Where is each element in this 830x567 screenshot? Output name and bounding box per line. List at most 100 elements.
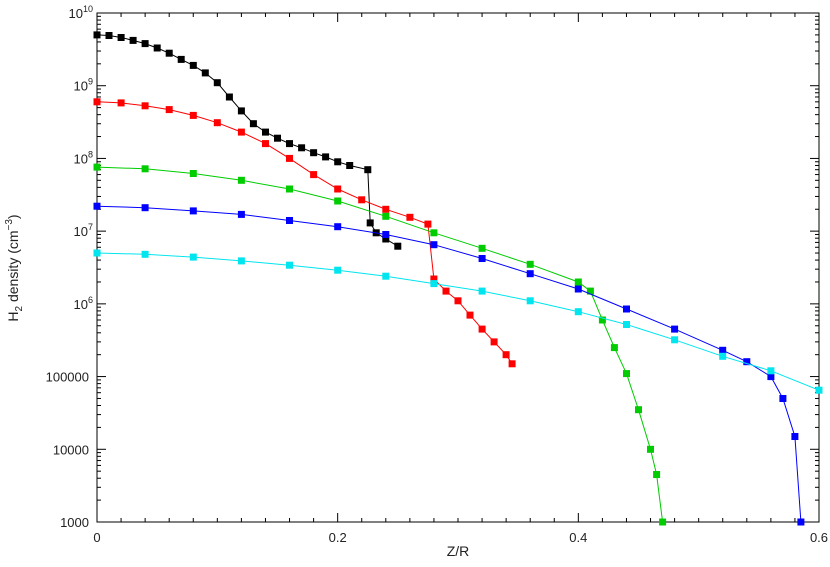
data-point — [189, 170, 197, 177]
data-point — [189, 111, 197, 119]
data-point — [165, 49, 173, 57]
data-point — [189, 61, 197, 69]
data-point — [237, 176, 245, 184]
data-point — [815, 386, 823, 394]
data-point — [141, 102, 149, 110]
data-point — [237, 107, 245, 115]
data-point — [286, 140, 293, 148]
x-tick-label: 0.2 — [329, 530, 347, 545]
data-point — [779, 395, 787, 402]
data-point — [298, 144, 306, 152]
data-point — [430, 280, 438, 288]
data-point — [129, 36, 137, 44]
y-tick-label: 107 — [74, 222, 93, 239]
data-point — [478, 325, 486, 333]
data-point — [334, 266, 342, 274]
y-tick-label: 1000 — [60, 515, 89, 530]
data-point — [478, 244, 486, 252]
data-point — [382, 212, 390, 220]
data-point — [237, 128, 245, 136]
data-point — [117, 34, 125, 41]
data-point — [93, 163, 101, 171]
data-point — [767, 367, 775, 375]
data-point — [671, 336, 679, 344]
plot-frame — [96, 12, 820, 523]
data-point — [262, 128, 269, 136]
data-point — [797, 518, 805, 526]
data-point — [310, 171, 318, 179]
y-axis-title-suffix: ) — [5, 214, 21, 219]
data-point — [93, 249, 101, 257]
y-tick-label: 109 — [74, 77, 93, 94]
data-point — [364, 166, 372, 174]
data-point — [105, 32, 113, 39]
data-point — [430, 275, 438, 283]
data-point — [346, 162, 354, 169]
data-point — [574, 278, 582, 286]
data-point — [574, 308, 582, 316]
data-point — [610, 344, 618, 352]
data-point — [382, 272, 390, 280]
data-point — [430, 229, 438, 237]
data-point — [117, 99, 125, 107]
data-point — [574, 285, 582, 293]
series-5-line — [96, 252, 820, 391]
data-point — [274, 134, 281, 142]
x-axis-title: Z/R — [447, 543, 470, 559]
data-point — [93, 98, 101, 106]
data-point — [189, 207, 197, 215]
data-point — [382, 231, 390, 238]
series-3-line — [96, 166, 664, 523]
data-point — [286, 154, 293, 162]
series-2 — [93, 98, 516, 368]
series-1-line — [96, 34, 399, 247]
data-point — [262, 140, 269, 148]
y-tick-label: 106 — [74, 295, 93, 312]
data-point — [249, 120, 257, 128]
series-3 — [93, 163, 667, 526]
y-axis-title-sub: 2 — [14, 305, 25, 311]
data-point — [526, 270, 534, 278]
axis-ticks — [96, 12, 820, 523]
data-point — [334, 223, 342, 231]
data-point — [237, 257, 245, 265]
data-point — [508, 360, 516, 368]
data-point — [424, 220, 432, 228]
series-2-line — [96, 101, 513, 365]
data-point — [478, 287, 486, 295]
data-point — [153, 44, 161, 52]
data-point — [141, 40, 149, 48]
data-point — [394, 242, 402, 250]
x-tick-labels: 0 0.2 0.4 0.6 — [93, 530, 828, 545]
y-tick-labels: 1000 10000 100000 106 107 108 109 1010 — [46, 4, 93, 530]
data-point — [213, 119, 221, 127]
data-point — [201, 69, 209, 77]
data-point — [406, 213, 414, 221]
data-point — [358, 196, 366, 204]
data-point — [286, 185, 293, 193]
data-point — [141, 250, 149, 258]
data-point — [382, 205, 390, 213]
data-point — [719, 352, 727, 360]
data-point — [442, 287, 450, 295]
data-point — [141, 165, 149, 173]
y-axis-title: H2 density (cm−3) — [4, 214, 25, 321]
data-point — [334, 197, 342, 205]
data-point — [382, 235, 390, 243]
data-point — [767, 373, 775, 381]
data-point — [237, 210, 245, 218]
data-point — [490, 338, 498, 346]
data-point — [286, 261, 293, 269]
data-point — [653, 471, 661, 478]
y-tick-label: 1010 — [69, 4, 93, 21]
series-4 — [93, 202, 805, 526]
data-point — [478, 255, 486, 262]
data-point — [659, 518, 667, 526]
data-point — [719, 346, 727, 354]
data-point — [671, 325, 679, 333]
data-point — [635, 406, 642, 414]
data-point — [526, 260, 534, 268]
data-point — [225, 93, 233, 101]
data-point — [334, 185, 342, 193]
